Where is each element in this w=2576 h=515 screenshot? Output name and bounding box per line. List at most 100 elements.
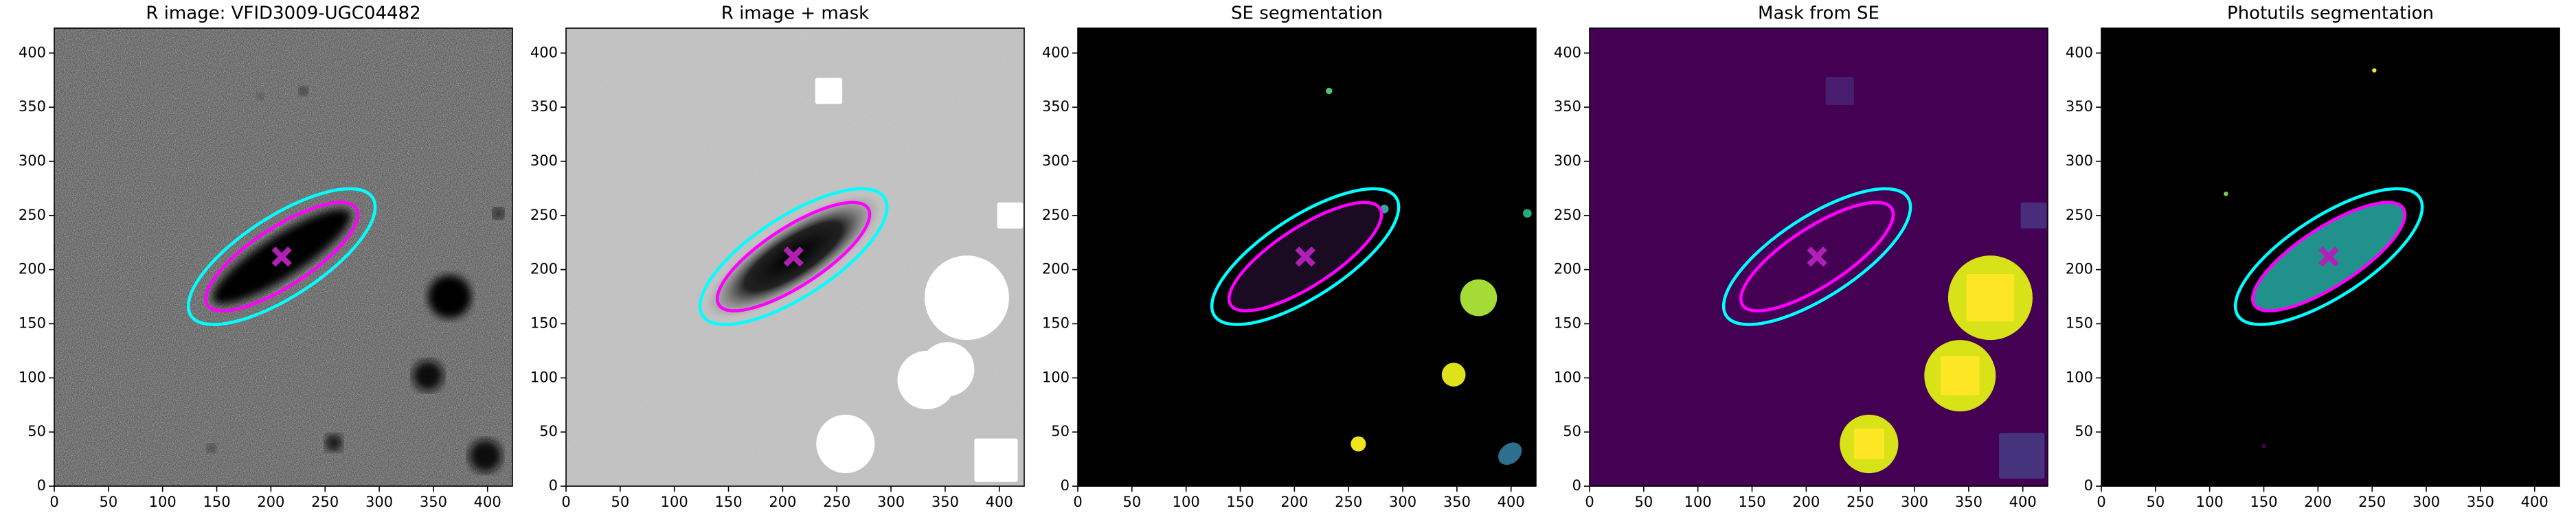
aperture-ellipse <box>698 187 889 326</box>
x-tick-label: 300 <box>2413 494 2440 510</box>
x-tick-label: 300 <box>877 494 905 510</box>
y-tick-label: 300 <box>1042 152 1070 169</box>
mask-box <box>1999 433 2045 479</box>
y-tick-label: 350 <box>1042 98 1070 115</box>
source <box>1460 279 1498 317</box>
mask-box <box>974 438 1018 482</box>
y-tick-label: 200 <box>2066 261 2093 277</box>
aperture-ellipse <box>715 201 872 312</box>
y-tick-label: 200 <box>1042 261 1070 277</box>
x-tick-label: 350 <box>931 494 959 510</box>
x-tick-label: 100 <box>2196 494 2224 510</box>
y-tick-label: 300 <box>530 152 558 169</box>
aperture-ellipse <box>1210 187 1401 326</box>
x-tick-label: 250 <box>823 494 850 510</box>
x-tick-label: 150 <box>1738 494 1765 510</box>
source <box>412 360 444 391</box>
x-tick-label: 0 <box>1073 494 1082 510</box>
y-tick-label: 150 <box>2066 314 2093 331</box>
y-tick-label: 100 <box>1554 369 1581 385</box>
x-tick-label: 200 <box>769 494 796 510</box>
x-tick-label: 200 <box>1792 494 1820 510</box>
y-tick-label: 0 <box>549 477 558 494</box>
panel-title: SE segmentation <box>1231 3 1383 24</box>
y-tick-label: 0 <box>2084 477 2093 494</box>
y-tick-label: 400 <box>1554 44 1581 60</box>
source <box>2372 68 2377 73</box>
image <box>1590 28 2048 486</box>
x-tick-label: 350 <box>420 494 447 510</box>
source <box>1523 209 1532 218</box>
x-tick-label: 300 <box>1389 494 1416 510</box>
source <box>207 444 216 453</box>
y-tick-label: 350 <box>530 98 558 115</box>
center-marker <box>783 247 804 267</box>
y-tick-label: 250 <box>1554 207 1581 223</box>
panel-title: Photutils segmentation <box>2227 3 2434 24</box>
y-tick-label: 200 <box>1554 261 1581 277</box>
x-tick-label: 200 <box>2304 494 2331 510</box>
axes-frame <box>1077 27 1537 487</box>
source <box>2261 444 2266 448</box>
source <box>1326 87 1333 95</box>
x-tick-label: 250 <box>2358 494 2386 510</box>
x-tick-label: 400 <box>2521 494 2549 510</box>
source <box>493 207 504 219</box>
x-tick-label: 400 <box>1498 494 1525 510</box>
y-tick-label: 350 <box>2066 98 2093 115</box>
mask-box <box>1825 76 1854 105</box>
y-tick-label: 50 <box>1051 423 1070 439</box>
source <box>816 414 875 474</box>
x-tick-label: 50 <box>611 494 629 510</box>
x-tick-label: 50 <box>99 494 117 510</box>
y-tick-label: 0 <box>1061 477 1070 494</box>
panel: 0 50 100 150 200 250 300 350 400 0 50 100 150 200 250 3… <box>1554 3 2048 510</box>
panel-title: Mask from SE <box>1758 3 1879 24</box>
axes-frame <box>2101 27 2560 487</box>
x-tick-label: 350 <box>2467 494 2494 510</box>
image <box>1078 28 1536 486</box>
image <box>2101 28 2560 486</box>
y-tick-label: 100 <box>19 369 46 385</box>
x-tick-label: 50 <box>1634 494 1653 510</box>
y-tick-label: 0 <box>37 477 46 494</box>
aperture-ellipse <box>1721 187 1912 326</box>
mask-box <box>815 78 843 104</box>
panel-title: R image: VFID3009-UGC04482 <box>146 3 420 24</box>
center-marker <box>1295 247 1315 267</box>
y-tick-label: 300 <box>19 152 46 169</box>
y-tick-label: 100 <box>530 369 558 385</box>
x-tick-label: 250 <box>311 494 339 510</box>
y-tick-label: 350 <box>19 98 46 115</box>
y-tick-label: 200 <box>19 261 46 277</box>
x-tick-label: 50 <box>2146 494 2165 510</box>
source <box>468 439 502 472</box>
x-tick-label: 0 <box>2097 494 2105 510</box>
x-tick-label: 250 <box>1335 494 1362 510</box>
panel: 0 50 100 150 200 250 300 350 400 0 50 100 150 200 250 3… <box>1042 3 1537 510</box>
x-tick-label: 150 <box>203 494 230 510</box>
source <box>256 93 264 100</box>
center-marker <box>1807 247 1827 267</box>
y-tick-label: 50 <box>27 423 46 439</box>
image <box>566 28 1024 486</box>
x-tick-label: 400 <box>2009 494 2037 510</box>
y-tick-label: 200 <box>530 261 558 277</box>
x-tick-label: 0 <box>561 494 570 510</box>
aperture-ellipse <box>186 187 377 326</box>
y-tick-label: 150 <box>19 314 46 331</box>
y-tick-label: 100 <box>2066 369 2093 385</box>
x-tick-label: 0 <box>49 494 58 510</box>
mask-box <box>997 202 1024 229</box>
x-tick-label: 150 <box>1226 494 1254 510</box>
source <box>428 275 472 319</box>
y-tick-label: 300 <box>2066 152 2093 169</box>
source <box>1351 436 1366 452</box>
x-tick-label: 150 <box>714 494 742 510</box>
y-tick-label: 100 <box>1042 369 1070 385</box>
x-tick-label: 0 <box>1585 494 1594 510</box>
center-marker <box>2318 247 2339 267</box>
source <box>325 434 343 452</box>
source <box>2224 192 2228 196</box>
y-tick-label: 350 <box>1554 98 1581 115</box>
